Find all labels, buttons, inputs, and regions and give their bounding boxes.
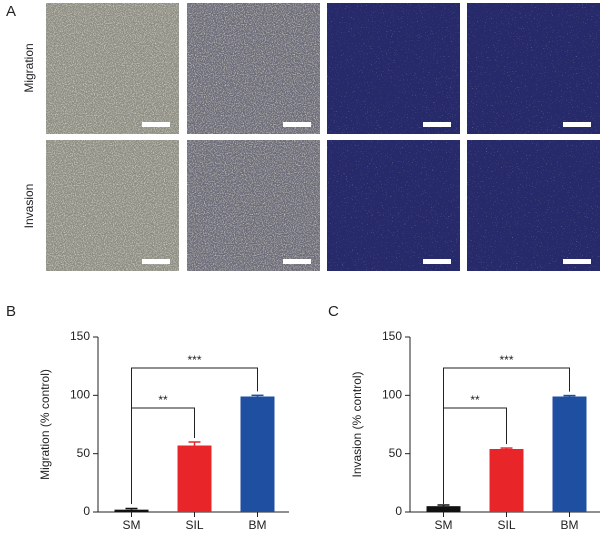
image-texture (467, 3, 600, 134)
y-tick-label: 0 (83, 504, 90, 518)
microscopy-images (46, 3, 600, 271)
scale-bar (142, 122, 170, 127)
x-tick-label: SIL (185, 518, 203, 532)
bar (426, 506, 461, 512)
y-tick-label: 0 (395, 504, 402, 518)
bar (489, 449, 524, 512)
y-tick-label: 100 (70, 388, 90, 402)
y-tick-label: 150 (70, 329, 90, 343)
scale-bar (563, 122, 591, 127)
scale-bar (283, 122, 311, 127)
scale-bar (563, 259, 591, 264)
bar (114, 509, 149, 512)
significance-bracket (131, 367, 258, 504)
x-tick-label: SIL (497, 518, 515, 532)
y-tick-label: 100 (382, 388, 402, 402)
scale-bar (142, 259, 170, 264)
row-label: Migration (22, 43, 36, 92)
x-tick-label: BM (561, 518, 579, 532)
significance-bracket (443, 367, 570, 504)
image-texture (467, 140, 600, 271)
significance-label: ** (158, 393, 168, 407)
panel-label: A (6, 3, 16, 20)
image-texture (327, 140, 460, 271)
bar (177, 445, 212, 512)
image-texture (187, 140, 320, 271)
scale-bar (423, 122, 451, 127)
y-tick-label: 150 (382, 329, 402, 343)
panel-label: C (328, 303, 339, 320)
x-tick-label: SM (123, 518, 141, 532)
image-texture (46, 140, 179, 271)
significance-label: ** (470, 393, 480, 407)
x-tick-label: BM (249, 518, 267, 532)
scale-bar (283, 259, 311, 264)
image-texture (327, 3, 460, 134)
scale-bar (423, 259, 451, 264)
row-label: Invasion (22, 184, 36, 229)
bar (552, 396, 587, 512)
y-tick-label: 50 (77, 446, 91, 460)
bar (240, 396, 275, 512)
significance-label: *** (499, 353, 513, 367)
image-texture (46, 3, 179, 134)
y-axis-label: Invasion (% control) (350, 371, 364, 477)
panel-label: B (6, 303, 16, 320)
x-tick-label: SM (435, 518, 453, 532)
image-texture (187, 3, 320, 134)
y-axis-label: Migration (% control) (38, 369, 52, 480)
y-tick-label: 50 (389, 446, 403, 460)
significance-label: *** (187, 353, 201, 367)
